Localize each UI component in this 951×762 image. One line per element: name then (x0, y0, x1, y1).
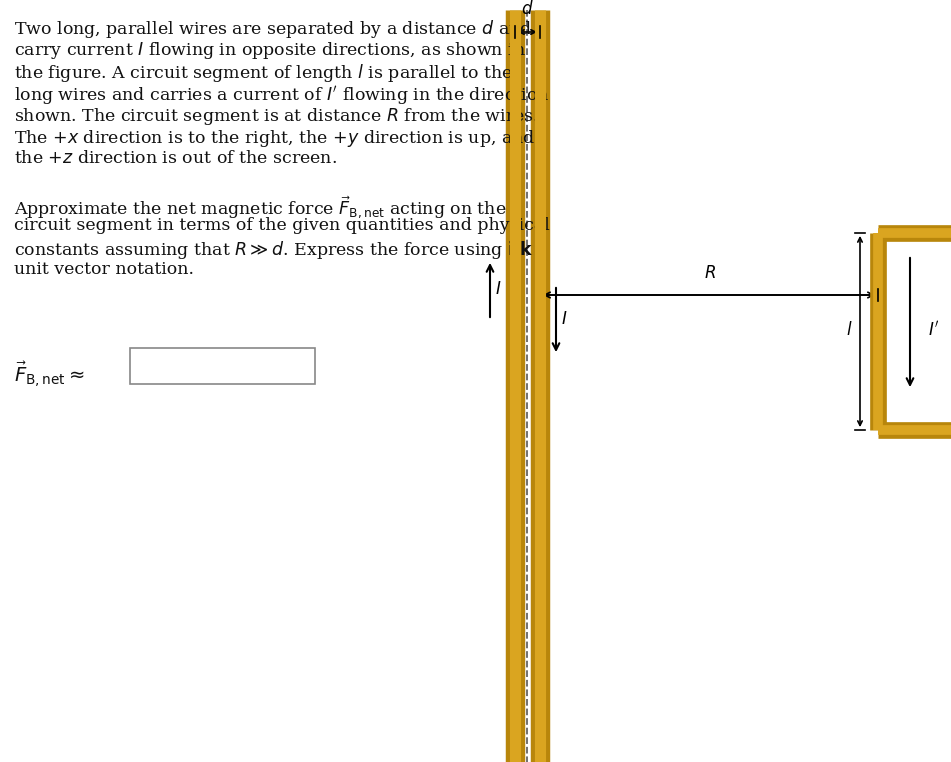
Text: the figure. A circuit segment of length $l$ is parallel to the: the figure. A circuit segment of length … (14, 62, 514, 84)
Text: $R$: $R$ (704, 265, 716, 282)
Text: constants assuming that $R \gg d$. Express the force using $\mathbf{ijk}$: constants assuming that $R \gg d$. Expre… (14, 239, 534, 261)
Text: $d$: $d$ (521, 0, 534, 18)
Text: the $+z$ direction is out of the screen.: the $+z$ direction is out of the screen. (14, 150, 337, 167)
Text: $\vec{F}_{\mathrm{B,net}}$$\approx$: $\vec{F}_{\mathrm{B,net}}$$\approx$ (14, 360, 85, 390)
Text: $I'$: $I'$ (928, 321, 940, 340)
Text: unit vector notation.: unit vector notation. (14, 261, 194, 278)
Bar (130, 348, 315, 384)
Text: The $+x$ direction is to the right, the $+y$ direction is up, and: The $+x$ direction is to the right, the … (14, 128, 535, 149)
Text: carry current $I$ flowing in opposite directions, as shown in: carry current $I$ flowing in opposite di… (14, 40, 526, 61)
Text: $I$: $I$ (561, 312, 568, 328)
Text: shown. The circuit segment is at distance $R$ from the wires.: shown. The circuit segment is at distanc… (14, 106, 538, 127)
Text: long wires and carries a current of $I'$ flowing in the direction: long wires and carries a current of $I'$… (14, 84, 550, 107)
Text: Two long, parallel wires are separated by a distance $d$ and: Two long, parallel wires are separated b… (14, 18, 533, 40)
Text: circuit segment in terms of the given quantities and physical: circuit segment in terms of the given qu… (14, 217, 550, 234)
Text: Approximate the net magnetic force $\vec{F}_{\mathrm{B,net}}$ acting on the: Approximate the net magnetic force $\vec… (14, 195, 507, 221)
Text: $l$: $l$ (846, 321, 853, 339)
Text: $I$: $I$ (495, 281, 501, 299)
